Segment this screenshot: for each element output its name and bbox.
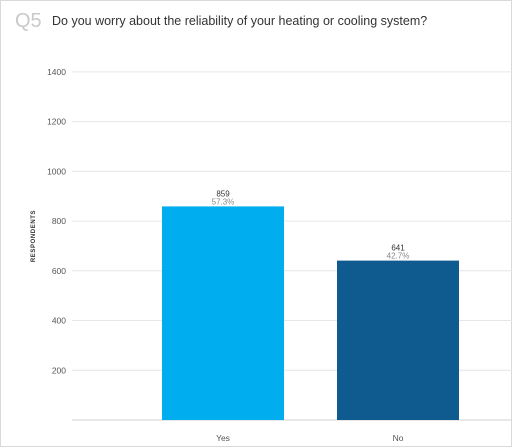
bar-percent-label: 57.3% <box>212 197 235 206</box>
y-axis-label: RESPONDENTS <box>31 210 37 262</box>
y-tick-labels: 200 400 600 800 1000 1200 1400 <box>47 67 66 375</box>
bar-percent-label: 42.7% <box>387 252 410 261</box>
y-tick-label: 400 <box>52 316 66 326</box>
y-tick-label: 600 <box>52 266 66 276</box>
bar-value-label: 641 <box>391 244 405 253</box>
category-label: No <box>393 433 404 443</box>
bar-value-label: 859 <box>216 189 230 198</box>
y-tick-label: 1000 <box>47 166 66 176</box>
y-tick-label: 200 <box>52 365 66 375</box>
y-tick-label: 800 <box>52 216 66 226</box>
y-tick-label: 1200 <box>47 117 66 127</box>
bar-no <box>337 260 459 420</box>
question-text: Do you worry about the reliability of yo… <box>52 14 428 28</box>
x-tick-labels: Yes No <box>216 433 404 443</box>
category-label: Yes <box>216 433 230 443</box>
y-tick-label: 1400 <box>47 67 66 77</box>
question-number: Q5 <box>15 10 42 32</box>
bar-yes <box>162 206 284 420</box>
